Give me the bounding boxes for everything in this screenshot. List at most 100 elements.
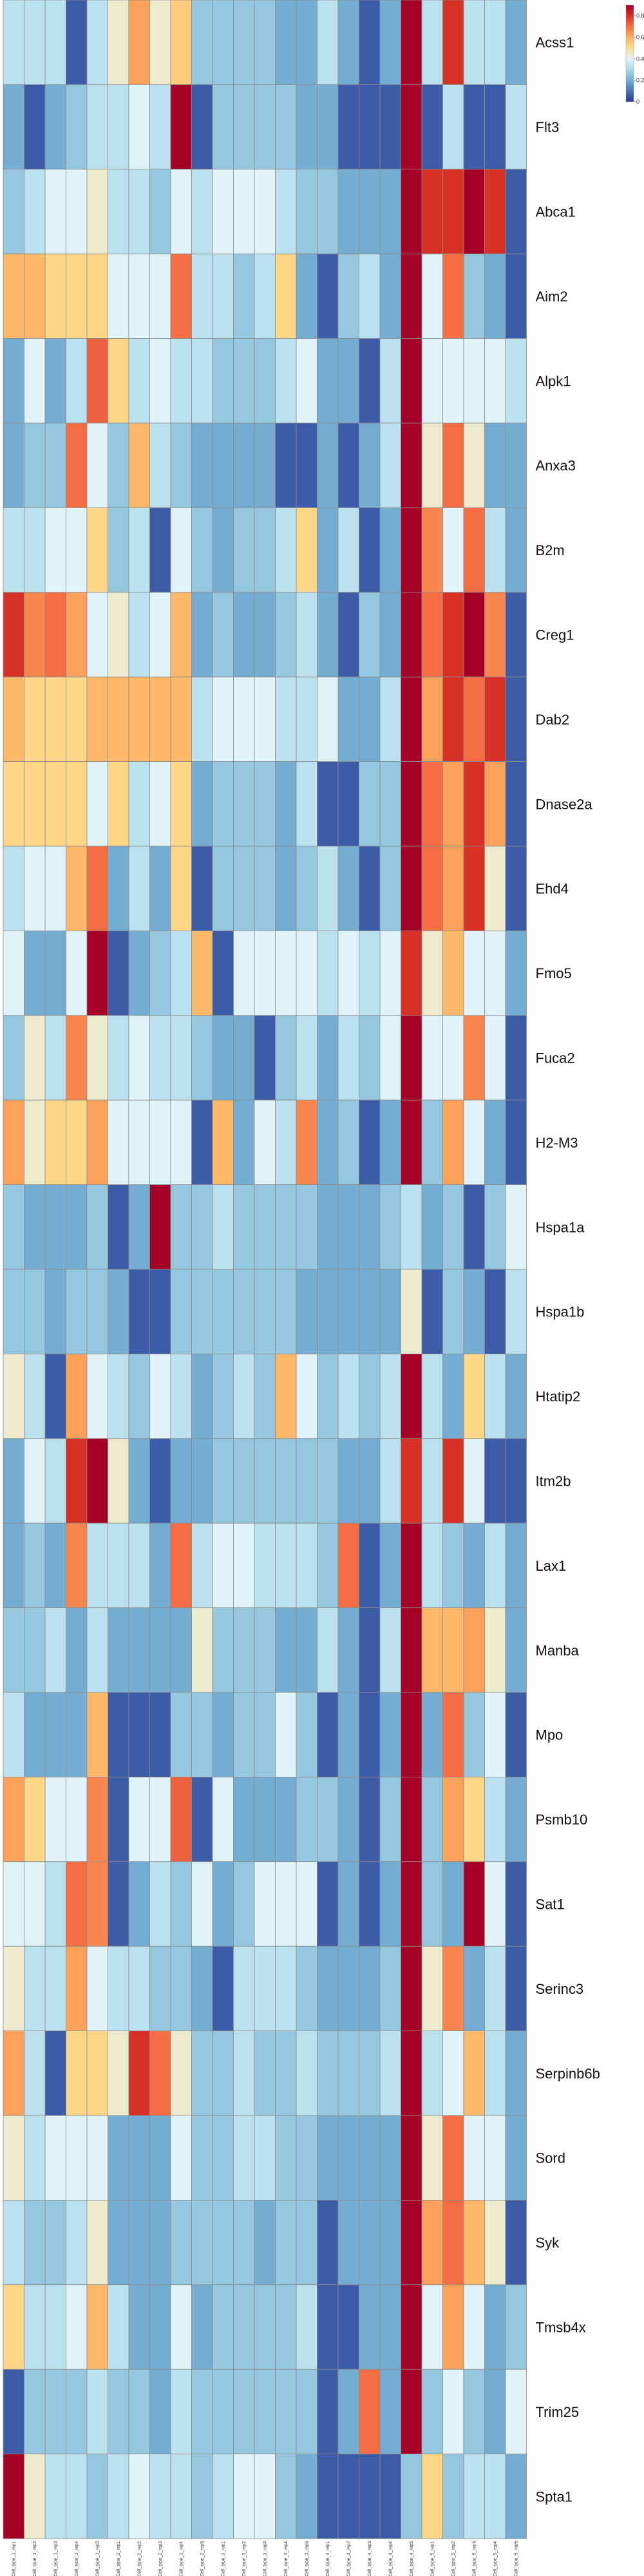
heatmap-cell	[359, 676, 381, 762]
heatmap-cell	[212, 1438, 234, 1524]
heatmap-cell	[66, 2115, 88, 2201]
heatmap-cell	[296, 2031, 317, 2116]
heatmap-cell	[3, 676, 24, 762]
heatmap-cell	[421, 338, 443, 424]
row-labels: Acss1 Flt3 Abca1 Aim2 Alpk1 Anxa3 B2m Creg1 Dab2…	[536, 35, 600, 2505]
heatmap-cell	[3, 1946, 24, 2031]
heatmap-cell	[212, 169, 234, 254]
heatmap-cell	[66, 2199, 88, 2286]
heatmap-cell	[463, 1015, 485, 1101]
heatmap-cell	[24, 422, 46, 508]
heatmap-cell	[359, 1522, 381, 1608]
heatmap-cell	[275, 846, 297, 931]
heatmap-cell	[128, 1692, 150, 1777]
heatmap-cell	[505, 1269, 527, 1354]
heatmap-cell	[212, 253, 234, 339]
heatmap-cell	[108, 1015, 129, 1101]
heatmap-cell	[317, 1353, 339, 1439]
heatmap-cell	[149, 1269, 171, 1354]
heatmap-cell	[44, 1184, 66, 1270]
heatmap-cell	[66, 0, 88, 85]
heatmap-cell	[275, 1015, 297, 1101]
heatmap-cell	[317, 2115, 339, 2201]
heatmap-cell	[379, 1438, 401, 1524]
heatmap-cell	[317, 1607, 339, 1693]
row-label: Ehd4	[536, 881, 569, 897]
heatmap-cell	[170, 2199, 192, 2286]
heatmap-cell	[505, 1015, 527, 1101]
heatmap-cell	[463, 507, 485, 593]
heatmap-cell	[442, 1353, 464, 1439]
heatmap-cell	[212, 1269, 234, 1354]
heatmap-cell	[3, 1607, 24, 1693]
heatmap-cell	[296, 1522, 317, 1608]
heatmap-cell	[108, 2369, 129, 2454]
heatmap-cell	[275, 676, 297, 762]
heatmap-cell	[505, 592, 527, 677]
heatmap-cell	[337, 1184, 359, 1270]
heatmap-cell	[233, 1269, 255, 1354]
heatmap-cell	[170, 1946, 192, 2031]
heatmap-cell	[212, 2284, 234, 2370]
heatmap-cell	[442, 1776, 464, 1862]
heatmap-cell	[170, 1776, 192, 1862]
heatmap-cell	[191, 1607, 213, 1693]
heatmap-cell	[401, 846, 422, 931]
heatmap-cell	[379, 1184, 401, 1270]
heatmap-cell	[212, 84, 234, 170]
heatmap-cell	[401, 1269, 422, 1354]
heatmap-cell	[379, 169, 401, 254]
row-label: Htatip2	[536, 1388, 581, 1405]
heatmap-cell	[505, 1099, 527, 1185]
heatmap-cell	[254, 761, 276, 847]
heatmap-cell	[66, 84, 88, 170]
heatmap-cell	[170, 1015, 192, 1101]
heatmap-cell	[379, 2115, 401, 2201]
heatmap-cell	[44, 2284, 66, 2370]
heatmap-cell	[108, 169, 129, 254]
heatmap-cell	[337, 0, 359, 85]
heatmap-cell	[44, 169, 66, 254]
heatmap-cell	[212, 2031, 234, 2116]
heatmap-cell	[170, 931, 192, 1016]
column-label: Cell_type_1_rep4	[75, 2541, 79, 2576]
heatmap-cell	[442, 1522, 464, 1608]
heatmap-cell	[296, 0, 317, 85]
row-label: Sat1	[536, 1897, 565, 1913]
heatmap-cell	[401, 2369, 422, 2454]
row-label: Fmo5	[536, 965, 572, 981]
heatmap-cell	[86, 1776, 108, 1862]
heatmap-cell	[149, 2369, 171, 2454]
heatmap-cell	[337, 2115, 359, 2201]
heatmap-cell	[24, 1776, 46, 1862]
heatmap-cell	[401, 1692, 422, 1777]
heatmap-cell	[296, 846, 317, 931]
row-label: Aim2	[536, 289, 568, 305]
heatmap-cell	[359, 1353, 381, 1439]
heatmap-cell	[337, 422, 359, 508]
heatmap-cell	[484, 507, 506, 593]
heatmap-cell	[66, 846, 88, 931]
heatmap-cell	[170, 2115, 192, 2201]
heatmap-cell	[191, 846, 213, 931]
heatmap-cell	[379, 1946, 401, 2031]
heatmap-cell	[128, 1861, 150, 1947]
heatmap-cell	[505, 507, 527, 593]
heatmap-cell	[233, 761, 255, 847]
heatmap-cell	[359, 1269, 381, 1354]
heatmap-cell	[86, 2199, 108, 2286]
heatmap-cell	[317, 422, 339, 508]
heatmap-cell	[296, 1946, 317, 2031]
heatmap-cell	[3, 1269, 24, 1354]
heatmap-cell	[108, 1269, 129, 1354]
heatmap-cell	[401, 931, 422, 1016]
heatmap-cell	[379, 931, 401, 1016]
row-label: Anxa3	[536, 458, 576, 474]
heatmap-cell	[379, 84, 401, 170]
heatmap-cell	[463, 1269, 485, 1354]
column-label: Cell_type_2_rep2	[137, 2541, 142, 2576]
heatmap-cell	[317, 846, 339, 931]
heatmap-cell	[337, 2284, 359, 2370]
heatmap-cell	[3, 1015, 24, 1101]
heatmap-cell	[296, 2454, 317, 2539]
